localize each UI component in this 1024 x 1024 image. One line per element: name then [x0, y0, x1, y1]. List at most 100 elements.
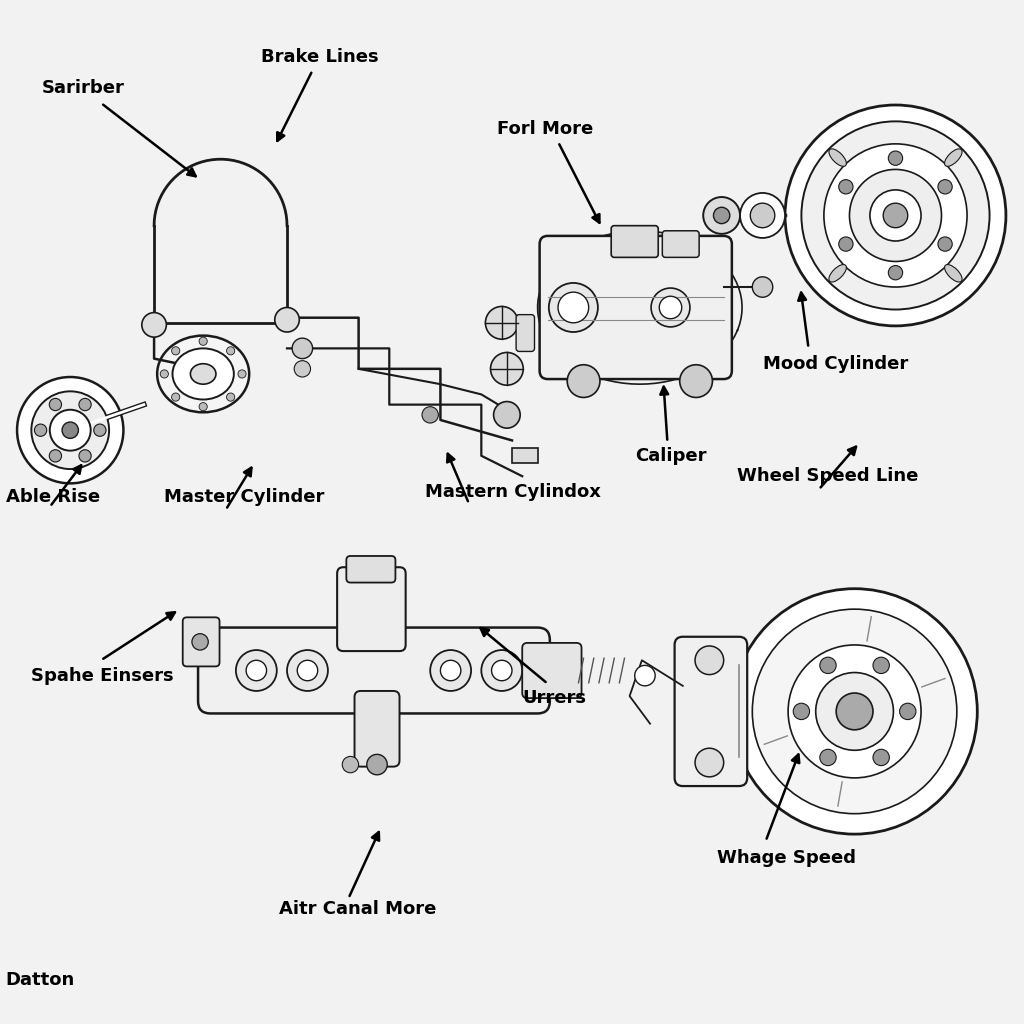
Text: Mastern Cylindox: Mastern Cylindox: [425, 482, 601, 501]
Circle shape: [680, 365, 713, 397]
Circle shape: [287, 650, 328, 691]
Ellipse shape: [558, 292, 589, 323]
Circle shape: [199, 402, 207, 411]
FancyBboxPatch shape: [516, 314, 535, 351]
Circle shape: [816, 673, 893, 751]
FancyBboxPatch shape: [675, 637, 748, 786]
Circle shape: [703, 197, 740, 233]
Circle shape: [342, 757, 358, 773]
Bar: [512, 447, 538, 463]
Circle shape: [870, 189, 921, 241]
Circle shape: [873, 750, 889, 766]
Ellipse shape: [549, 283, 598, 332]
Circle shape: [824, 143, 967, 287]
Circle shape: [32, 391, 110, 469]
Text: Brake Lines: Brake Lines: [261, 48, 379, 66]
Circle shape: [802, 122, 989, 309]
Circle shape: [430, 650, 471, 691]
Text: Able Rise: Able Rise: [6, 487, 100, 506]
Circle shape: [635, 666, 655, 686]
Circle shape: [238, 370, 246, 378]
Text: Sarirber: Sarirber: [42, 79, 125, 96]
Circle shape: [440, 660, 461, 681]
FancyBboxPatch shape: [182, 617, 219, 667]
Circle shape: [494, 401, 520, 428]
Circle shape: [49, 398, 61, 411]
Circle shape: [172, 347, 180, 355]
Circle shape: [889, 265, 902, 280]
Circle shape: [839, 179, 853, 194]
Circle shape: [62, 422, 79, 438]
Ellipse shape: [828, 148, 847, 166]
Ellipse shape: [190, 364, 216, 384]
Circle shape: [714, 207, 730, 223]
Circle shape: [740, 193, 785, 238]
Circle shape: [246, 660, 266, 681]
FancyBboxPatch shape: [611, 225, 658, 257]
Circle shape: [141, 312, 166, 337]
Circle shape: [49, 450, 61, 462]
Circle shape: [35, 424, 47, 436]
Circle shape: [788, 645, 921, 778]
FancyBboxPatch shape: [663, 230, 699, 257]
Circle shape: [274, 307, 299, 332]
Text: Master Cylinder: Master Cylinder: [164, 487, 325, 506]
Circle shape: [884, 203, 907, 227]
FancyBboxPatch shape: [540, 236, 732, 379]
Ellipse shape: [651, 288, 690, 327]
Text: Wheel Speed Line: Wheel Speed Line: [737, 467, 919, 485]
FancyBboxPatch shape: [198, 628, 550, 714]
Circle shape: [751, 203, 775, 227]
FancyBboxPatch shape: [346, 556, 395, 583]
Circle shape: [422, 407, 438, 423]
Circle shape: [367, 755, 387, 775]
Circle shape: [50, 410, 91, 451]
Circle shape: [732, 589, 977, 835]
Circle shape: [785, 105, 1006, 326]
Circle shape: [938, 237, 952, 251]
Text: Urrers: Urrers: [522, 689, 586, 708]
Circle shape: [837, 693, 873, 730]
Circle shape: [79, 398, 91, 411]
Circle shape: [17, 377, 124, 483]
Ellipse shape: [828, 264, 847, 282]
Circle shape: [753, 609, 956, 814]
Ellipse shape: [944, 148, 963, 166]
Circle shape: [794, 703, 810, 720]
Circle shape: [695, 646, 724, 675]
Circle shape: [899, 703, 915, 720]
Circle shape: [938, 179, 952, 194]
Circle shape: [820, 657, 837, 674]
Ellipse shape: [172, 348, 233, 399]
Circle shape: [226, 347, 234, 355]
Circle shape: [199, 337, 207, 345]
Circle shape: [753, 276, 773, 297]
Circle shape: [226, 393, 234, 401]
Circle shape: [695, 749, 724, 777]
Ellipse shape: [944, 264, 963, 282]
Text: Caliper: Caliper: [635, 446, 707, 465]
Circle shape: [492, 660, 512, 681]
FancyBboxPatch shape: [337, 567, 406, 651]
Text: Forl More: Forl More: [497, 120, 593, 137]
Text: Mood Cylinder: Mood Cylinder: [763, 354, 908, 373]
Ellipse shape: [659, 296, 682, 318]
Circle shape: [294, 360, 310, 377]
Circle shape: [292, 338, 312, 358]
Circle shape: [839, 237, 853, 251]
Circle shape: [160, 370, 168, 378]
Circle shape: [481, 650, 522, 691]
Circle shape: [172, 393, 180, 401]
Circle shape: [236, 650, 276, 691]
Text: Spahe Einsers: Spahe Einsers: [32, 667, 174, 685]
Circle shape: [94, 424, 106, 436]
Text: Datton: Datton: [6, 972, 75, 989]
Circle shape: [873, 657, 889, 674]
FancyBboxPatch shape: [522, 643, 582, 698]
Circle shape: [567, 365, 600, 397]
Circle shape: [850, 169, 941, 261]
Circle shape: [191, 634, 208, 650]
Circle shape: [485, 306, 518, 339]
Text: Aitr Canal More: Aitr Canal More: [279, 900, 436, 918]
Circle shape: [490, 352, 523, 385]
